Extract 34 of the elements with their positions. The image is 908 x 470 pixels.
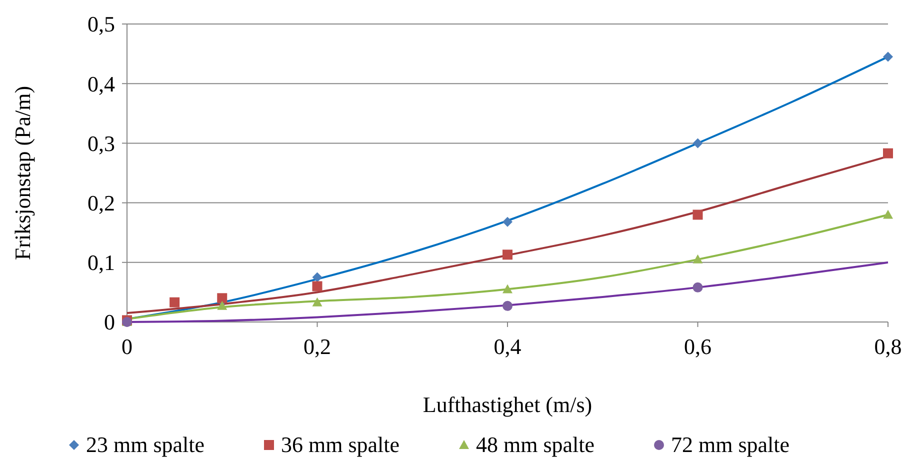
x-tick-label: 0,4 <box>494 334 522 359</box>
point <box>502 250 512 260</box>
y-tick-label: 0,4 <box>88 71 115 96</box>
x-tick-label: 0 <box>122 334 132 359</box>
y-axis-title: Friksjonstap (Pa/m) <box>10 86 35 260</box>
point <box>312 272 322 282</box>
point <box>692 254 703 264</box>
x-axis-title: Lufthastighet (m/s) <box>422 392 592 417</box>
point <box>312 297 322 306</box>
point <box>883 210 893 219</box>
legend-label: 23 mm spalte <box>86 432 205 457</box>
x-tick-label: 0,6 <box>684 334 712 359</box>
y-tick-label: 0,5 <box>88 12 115 37</box>
point <box>502 216 512 227</box>
x-tick-label: 0,8 <box>874 334 902 359</box>
point <box>883 52 893 62</box>
legend-label: 72 mm spalte <box>671 432 790 457</box>
point <box>692 210 703 220</box>
point <box>692 138 703 148</box>
legend-label: 48 mm spalte <box>476 432 595 457</box>
point <box>217 300 228 310</box>
y-tick-label: 0,2 <box>88 190 115 216</box>
point <box>692 282 703 292</box>
x-tick-label: 0,2 <box>304 334 331 359</box>
point <box>312 281 322 292</box>
point <box>502 284 512 294</box>
point <box>502 300 512 311</box>
y-tick-label: 0 <box>104 310 115 335</box>
y-tick-label: 0,1 <box>88 250 115 276</box>
legend-label: 36 mm spalte <box>281 432 400 457</box>
y-tick-label: 0,3 <box>88 130 115 156</box>
point <box>170 297 180 308</box>
point <box>883 148 893 158</box>
point <box>217 293 228 304</box>
